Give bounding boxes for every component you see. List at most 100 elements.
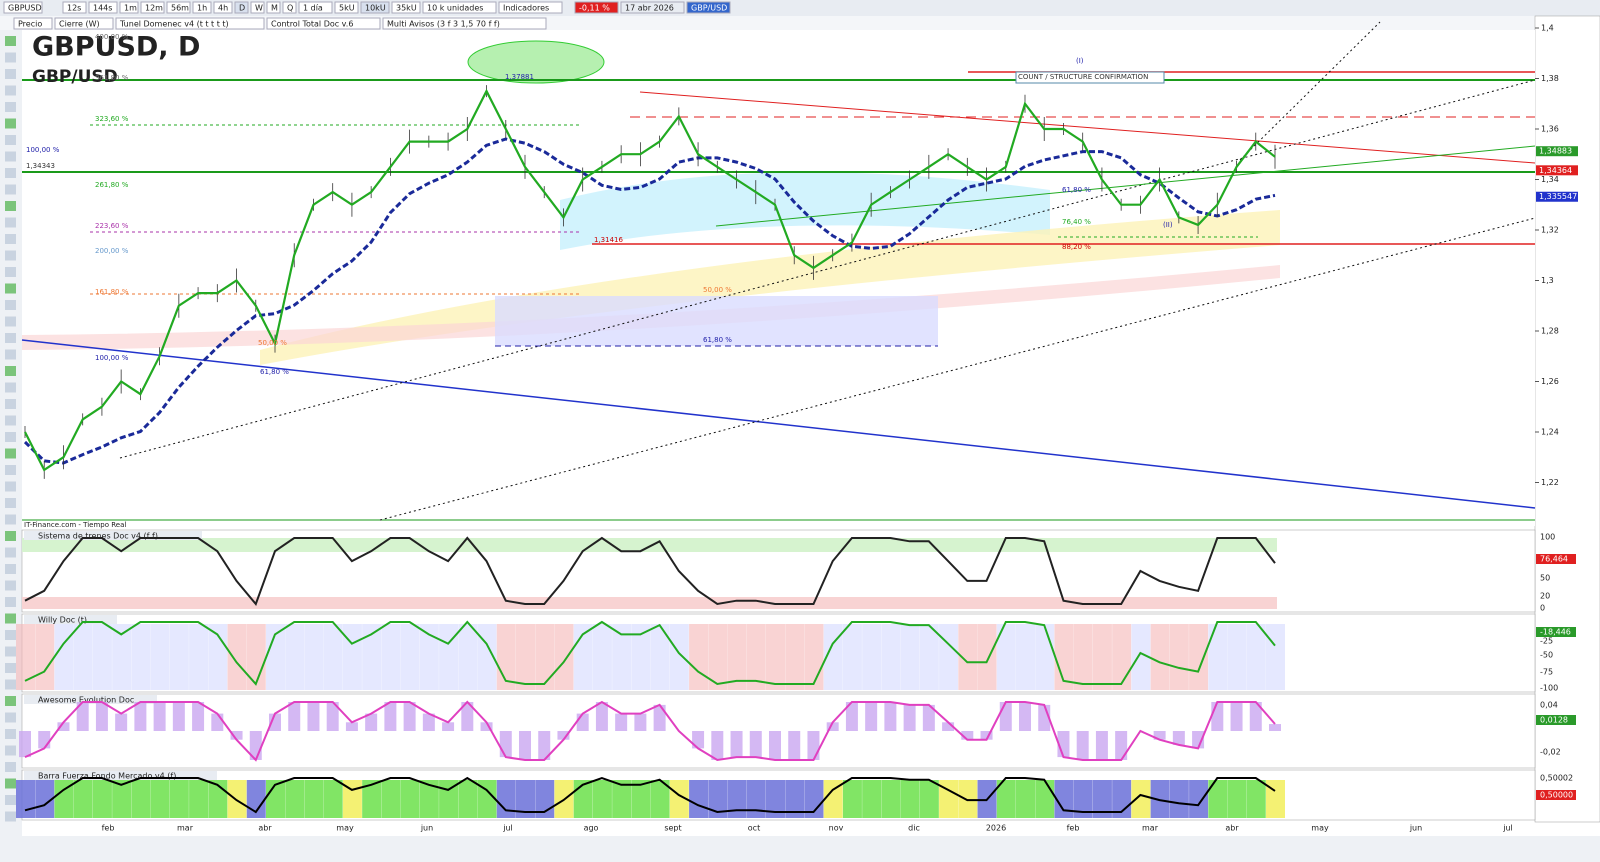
- tool-icon[interactable]: [5, 415, 16, 426]
- tool-icon[interactable]: [5, 547, 16, 558]
- tool-icon[interactable]: [5, 151, 16, 162]
- tool-icon[interactable]: [5, 795, 16, 805]
- tool-icon[interactable]: [5, 564, 16, 574]
- button[interactable]: [282, 1, 297, 14]
- tool-icon[interactable]: [5, 250, 16, 261]
- tool-icon[interactable]: [5, 613, 16, 624]
- button[interactable]: [620, 1, 685, 14]
- histogram-bar: [865, 702, 878, 731]
- tool-icon[interactable]: [5, 135, 16, 145]
- force-bar: [1208, 780, 1228, 818]
- tool-icon[interactable]: [5, 85, 16, 96]
- tool-icon[interactable]: [5, 201, 16, 211]
- button[interactable]: [140, 1, 165, 14]
- histogram-bar: [57, 722, 70, 731]
- histogram-bar: [711, 731, 724, 760]
- button[interactable]: [213, 1, 233, 14]
- tool-icon[interactable]: [5, 168, 16, 178]
- tool-icon[interactable]: [5, 630, 16, 640]
- histogram-bar: [38, 731, 51, 749]
- button[interactable]: [119, 1, 139, 14]
- button[interactable]: [88, 1, 118, 14]
- tool-icon[interactable]: [5, 69, 16, 79]
- tool-icon[interactable]: [5, 597, 16, 607]
- tool-icon[interactable]: [5, 580, 16, 591]
- button[interactable]: [686, 1, 731, 14]
- tool-icon[interactable]: [5, 465, 16, 475]
- tool-icon[interactable]: [5, 778, 16, 789]
- button[interactable]: [266, 17, 381, 30]
- button[interactable]: [234, 1, 249, 14]
- tool-icon[interactable]: [5, 448, 16, 459]
- tool-icon[interactable]: [5, 399, 16, 409]
- force-bar: [785, 780, 805, 818]
- button[interactable]: [62, 1, 87, 14]
- button[interactable]: [574, 1, 619, 14]
- tool-icon[interactable]: [5, 283, 16, 294]
- tool-icon[interactable]: [5, 36, 16, 46]
- button[interactable]: [250, 1, 265, 14]
- button[interactable]: [298, 1, 333, 14]
- button[interactable]: [334, 1, 359, 14]
- force-bar: [823, 780, 843, 818]
- button[interactable]: [360, 1, 390, 14]
- tool-icon[interactable]: [5, 118, 16, 129]
- x-tick-label: sept: [664, 824, 681, 833]
- histogram-bar: [1115, 731, 1128, 760]
- histogram-bar: [634, 713, 647, 731]
- tool-icon[interactable]: [5, 366, 16, 376]
- status-bar: [0, 836, 1600, 862]
- signal-bar: [304, 624, 324, 690]
- tool-icon[interactable]: [5, 811, 16, 822]
- tool-icon[interactable]: [5, 712, 16, 723]
- tool-icon[interactable]: [5, 481, 16, 492]
- button-label: 144s: [93, 4, 112, 13]
- tool-icon[interactable]: [5, 102, 16, 112]
- force-bar: [669, 780, 689, 818]
- button[interactable]: [115, 17, 265, 30]
- tool-icon[interactable]: [5, 300, 16, 310]
- tool-icon[interactable]: [5, 498, 16, 508]
- button-label: 5kU: [339, 4, 355, 13]
- tool-icon[interactable]: [5, 52, 16, 63]
- tool-icon[interactable]: [5, 745, 16, 756]
- tunnel-band: [22, 265, 1280, 350]
- button[interactable]: [3, 1, 43, 14]
- force-bar: [1266, 780, 1285, 818]
- tool-icon[interactable]: [5, 349, 16, 360]
- histogram-bar: [980, 731, 993, 740]
- tool-icon[interactable]: [5, 729, 16, 739]
- tool-icon[interactable]: [5, 432, 16, 442]
- x-tick-label: jul: [502, 824, 513, 833]
- tool-icon[interactable]: [5, 234, 16, 244]
- tool-icon[interactable]: [5, 531, 16, 541]
- force-bar: [1246, 780, 1266, 818]
- tool-icon[interactable]: [5, 316, 16, 327]
- button[interactable]: [13, 17, 53, 30]
- tool-icon[interactable]: [5, 646, 16, 657]
- tool-icon[interactable]: [5, 217, 16, 228]
- oscillator-line: [24, 700, 1276, 762]
- button[interactable]: [192, 1, 212, 14]
- button[interactable]: [498, 1, 563, 14]
- histogram-bar: [749, 731, 762, 758]
- tool-icon[interactable]: [5, 184, 16, 195]
- tool-icon[interactable]: [5, 663, 16, 673]
- signal-bar: [516, 624, 535, 690]
- tool-icon[interactable]: [5, 382, 16, 393]
- button-label: 35kU: [396, 4, 417, 13]
- button[interactable]: [382, 17, 547, 30]
- button[interactable]: [166, 1, 191, 14]
- tool-icon[interactable]: [5, 514, 16, 525]
- panel-zone: [22, 597, 1277, 609]
- button[interactable]: [422, 1, 497, 14]
- tool-icon[interactable]: [5, 696, 16, 706]
- histogram-bar: [211, 713, 224, 731]
- tool-icon[interactable]: [5, 679, 16, 690]
- button[interactable]: [54, 17, 114, 30]
- tool-icon[interactable]: [5, 267, 16, 277]
- button[interactable]: [266, 1, 281, 14]
- tool-icon[interactable]: [5, 333, 16, 343]
- tool-icon[interactable]: [5, 762, 16, 772]
- button[interactable]: [391, 1, 421, 14]
